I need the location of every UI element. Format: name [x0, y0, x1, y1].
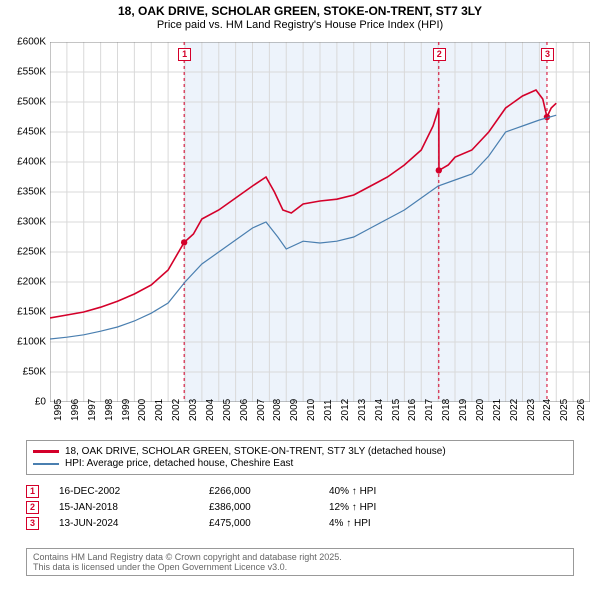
- x-tick-label: 2012: [340, 399, 351, 421]
- chart-svg: [50, 42, 590, 402]
- x-tick-label: 2013: [357, 399, 368, 421]
- y-tick-label: £300K: [2, 217, 46, 228]
- event-date: 15-JAN-2018: [59, 502, 209, 513]
- title-line1: 18, OAK DRIVE, SCHOLAR GREEN, STOKE-ON-T…: [0, 4, 600, 18]
- title-line2: Price paid vs. HM Land Registry's House …: [0, 19, 600, 31]
- x-tick-label: 2005: [222, 399, 233, 421]
- x-tick-label: 1998: [104, 399, 115, 421]
- event-row-marker: 2: [26, 501, 39, 514]
- x-tick-label: 2015: [391, 399, 402, 421]
- legend-row-blue: HPI: Average price, detached house, Ches…: [33, 458, 567, 469]
- x-tick-label: 2026: [576, 399, 587, 421]
- legend-swatch-blue: [33, 463, 59, 465]
- event-price: £266,000: [209, 486, 329, 497]
- footer-line1: Contains HM Land Registry data © Crown c…: [33, 552, 567, 562]
- x-tick-label: 2016: [407, 399, 418, 421]
- x-tick-label: 2009: [289, 399, 300, 421]
- x-tick-label: 2024: [542, 399, 553, 421]
- y-tick-label: £350K: [2, 187, 46, 198]
- y-tick-label: £550K: [2, 67, 46, 78]
- legend-row-red: 18, OAK DRIVE, SCHOLAR GREEN, STOKE-ON-T…: [33, 446, 567, 457]
- chart-title-block: 18, OAK DRIVE, SCHOLAR GREEN, STOKE-ON-T…: [0, 0, 600, 33]
- event-row: 1 16-DEC-2002£266,00040% ↑ HPI: [26, 485, 574, 498]
- x-tick-label: 1999: [121, 399, 132, 421]
- y-tick-label: £0: [2, 397, 46, 408]
- x-tick-label: 2010: [306, 399, 317, 421]
- footer: Contains HM Land Registry data © Crown c…: [26, 548, 574, 576]
- x-tick-label: 2002: [171, 399, 182, 421]
- x-tick-label: 2020: [475, 399, 486, 421]
- event-marker-1: 1: [178, 48, 191, 61]
- y-tick-label: £200K: [2, 277, 46, 288]
- x-tick-label: 2021: [492, 399, 503, 421]
- x-tick-label: 2001: [154, 399, 165, 421]
- x-tick-label: 2006: [239, 399, 250, 421]
- x-tick-label: 2018: [441, 399, 452, 421]
- x-tick-label: 2017: [424, 399, 435, 421]
- legend-swatch-red: [33, 450, 59, 453]
- legend: 18, OAK DRIVE, SCHOLAR GREEN, STOKE-ON-T…: [26, 440, 574, 475]
- event-price: £475,000: [209, 518, 329, 529]
- x-tick-label: 2003: [188, 399, 199, 421]
- x-tick-label: 2025: [559, 399, 570, 421]
- y-tick-label: £250K: [2, 247, 46, 258]
- event-row: 2 15-JAN-2018£386,00012% ↑ HPI: [26, 501, 574, 514]
- event-row: 3 13-JUN-2024£475,0004% ↑ HPI: [26, 517, 574, 530]
- chart-area: £0£50K£100K£150K£200K£250K£300K£350K£400…: [50, 42, 590, 402]
- event-pct: 12% ↑ HPI: [329, 502, 449, 513]
- legend-label-red: 18, OAK DRIVE, SCHOLAR GREEN, STOKE-ON-T…: [65, 446, 446, 457]
- x-tick-label: 1996: [70, 399, 81, 421]
- event-pct: 4% ↑ HPI: [329, 518, 449, 529]
- y-tick-label: £400K: [2, 157, 46, 168]
- x-tick-label: 2008: [272, 399, 283, 421]
- y-tick-label: £150K: [2, 307, 46, 318]
- x-tick-label: 2023: [526, 399, 537, 421]
- event-price: £386,000: [209, 502, 329, 513]
- event-row-marker: 3: [26, 517, 39, 530]
- x-tick-label: 1995: [53, 399, 64, 421]
- event-row-marker: 1: [26, 485, 39, 498]
- x-tick-label: 2011: [323, 399, 334, 421]
- y-tick-label: £500K: [2, 97, 46, 108]
- event-date: 13-JUN-2024: [59, 518, 209, 529]
- event-pct: 40% ↑ HPI: [329, 486, 449, 497]
- x-tick-label: 2022: [509, 399, 520, 421]
- y-tick-label: £600K: [2, 37, 46, 48]
- y-tick-label: £450K: [2, 127, 46, 138]
- event-date: 16-DEC-2002: [59, 486, 209, 497]
- x-tick-label: 2000: [137, 399, 148, 421]
- y-tick-label: £100K: [2, 337, 46, 348]
- x-tick-label: 2007: [256, 399, 267, 421]
- events-table: 1 16-DEC-2002£266,00040% ↑ HPI 2 15-JAN-201…: [26, 482, 574, 533]
- y-tick-label: £50K: [2, 367, 46, 378]
- x-tick-label: 1997: [87, 399, 98, 421]
- event-marker-2: 2: [433, 48, 446, 61]
- legend-label-blue: HPI: Average price, detached house, Ches…: [65, 458, 293, 469]
- x-tick-label: 2014: [374, 399, 385, 421]
- footer-line2: This data is licensed under the Open Gov…: [33, 562, 567, 572]
- x-tick-label: 2004: [205, 399, 216, 421]
- event-marker-3: 3: [541, 48, 554, 61]
- x-tick-label: 2019: [458, 399, 469, 421]
